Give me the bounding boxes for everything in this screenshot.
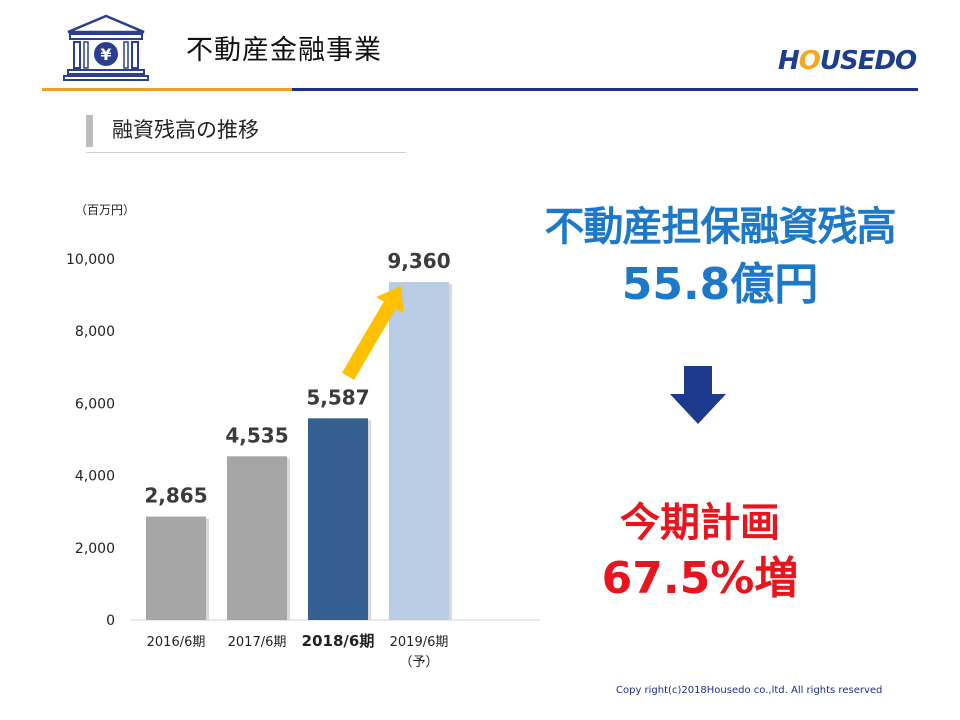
bank-yen-icon: ¥ bbox=[63, 14, 149, 81]
copyright: Copy right(c)2018Housedo co.,ltd. All ri… bbox=[616, 685, 883, 696]
data-label: 2,865 bbox=[144, 484, 207, 508]
plan-label: 今期計画 bbox=[620, 500, 780, 546]
header-rule-orange bbox=[42, 88, 292, 91]
y-tick-label: 10,000 bbox=[66, 252, 115, 268]
data-label: 5,587 bbox=[306, 385, 369, 409]
category-label: 2017/6期 bbox=[228, 635, 287, 650]
callout-title: 不動産担保融資残高 bbox=[544, 204, 897, 250]
housedo-logo: HOUSEDO bbox=[778, 46, 917, 76]
bar bbox=[389, 282, 449, 620]
plan-growth: 67.5%増 bbox=[601, 553, 799, 604]
category-label: 2019/6期 bbox=[390, 635, 449, 650]
down-arrow-icon bbox=[670, 366, 726, 424]
section-marker bbox=[86, 115, 93, 147]
category-label: 2016/6期 bbox=[147, 635, 206, 650]
y-tick-label: 6,000 bbox=[75, 396, 115, 412]
growth-arrow-icon bbox=[341, 286, 404, 380]
category-note: （予） bbox=[399, 655, 438, 670]
y-tick-label: 8,000 bbox=[75, 324, 115, 340]
y-tick-label: 0 bbox=[106, 613, 115, 629]
bar bbox=[227, 456, 287, 620]
data-label: 4,535 bbox=[225, 423, 288, 447]
y-axis-unit: （百万円） bbox=[75, 203, 135, 217]
page-title: 不動産金融事業 bbox=[186, 35, 382, 66]
section-underline bbox=[86, 152, 406, 153]
data-label: 9,360 bbox=[387, 249, 450, 273]
bar bbox=[146, 516, 206, 620]
bar bbox=[308, 418, 368, 620]
loan-balance-chart: （百万円） 0 2,000 4,000 6,000 8,000 10,000 2,865 201… bbox=[66, 203, 540, 670]
y-tick-label: 4,000 bbox=[75, 469, 115, 485]
category-label: 2018/6期 bbox=[302, 632, 375, 650]
svg-text:¥: ¥ bbox=[100, 45, 111, 64]
header-rule-blue bbox=[292, 88, 918, 91]
section-title: 融資残高の推移 bbox=[112, 118, 259, 142]
y-tick-label: 2,000 bbox=[75, 541, 115, 557]
callout-amount: 55.8億円 bbox=[621, 259, 819, 310]
